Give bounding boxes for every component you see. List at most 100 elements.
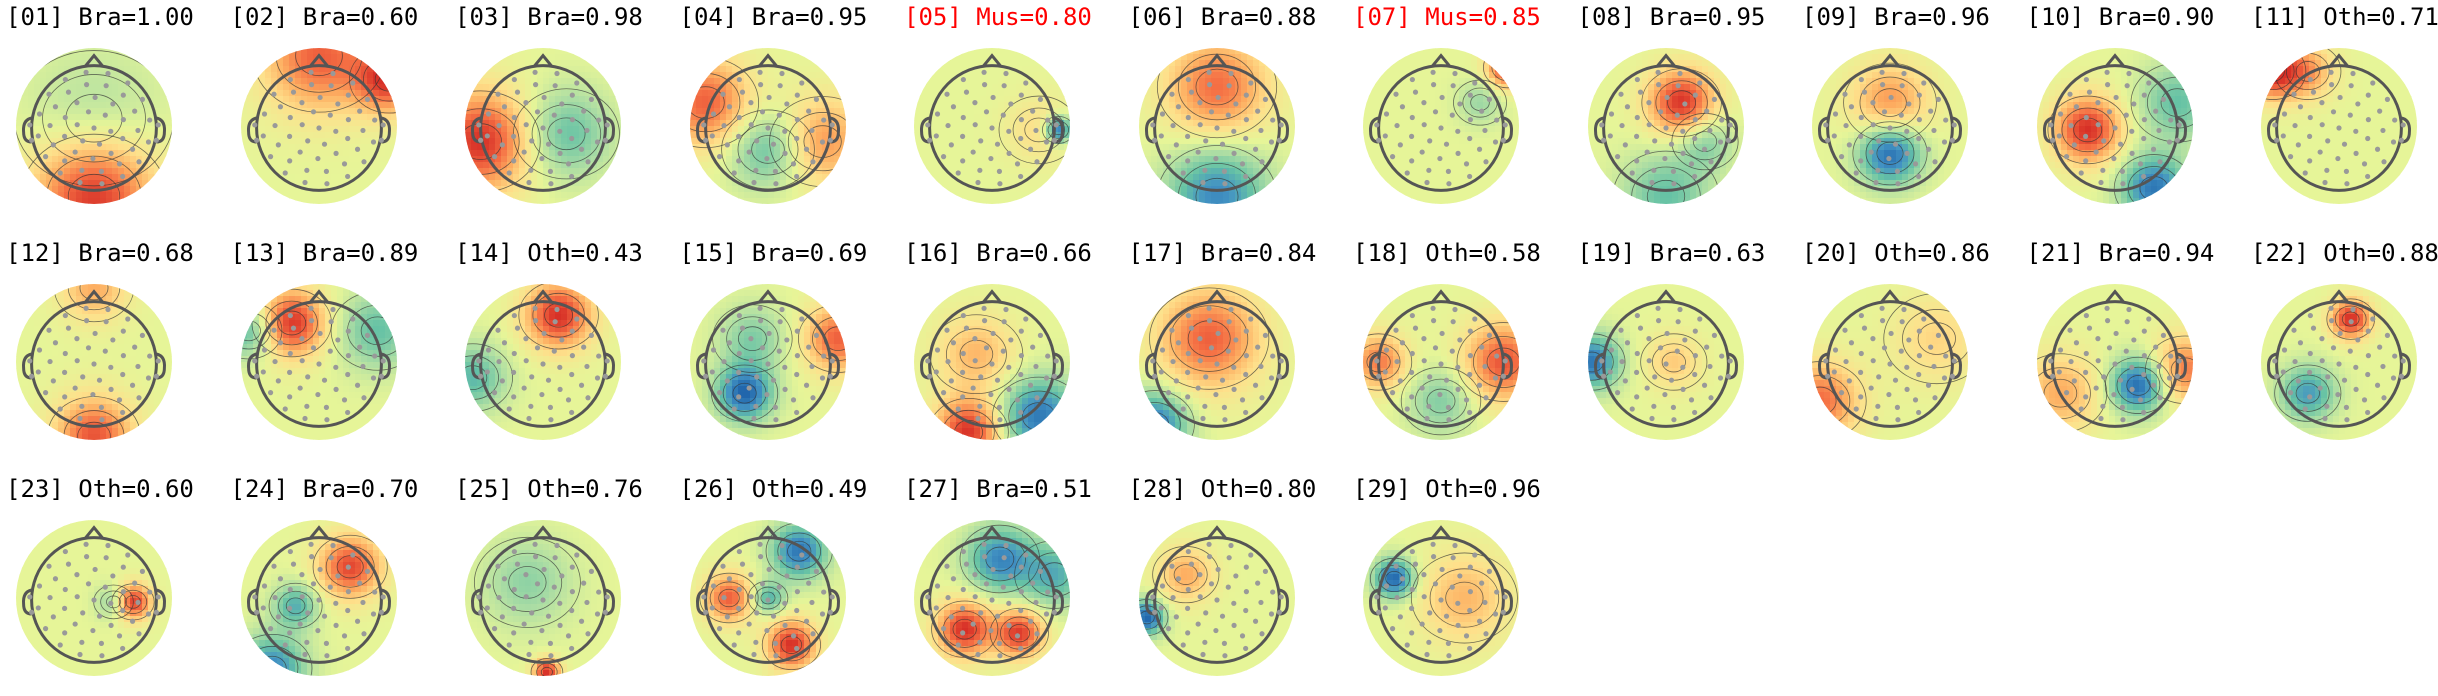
sensor-dot xyxy=(773,653,778,658)
sensor-dot xyxy=(2308,313,2313,318)
sensor-dot xyxy=(2093,385,2098,390)
component-title: [12] Bra=0.68 xyxy=(6,238,194,268)
component-index: 10 xyxy=(2041,3,2070,31)
sensor-dot xyxy=(1252,383,1257,388)
sensor-dot xyxy=(1680,365,1685,370)
sensor-dot xyxy=(1430,70,1435,75)
sensor-dot xyxy=(1649,180,1654,185)
sensor-dot xyxy=(1033,600,1038,605)
sensor-dot xyxy=(1044,375,1049,380)
sensor-dot xyxy=(1943,353,1948,358)
sensor-dot xyxy=(1614,154,1619,159)
sensor-dot xyxy=(135,364,140,369)
sensor-dot xyxy=(99,641,104,646)
sensor-dot xyxy=(58,170,63,175)
sensor-dot xyxy=(1213,392,1218,397)
sensor-dot xyxy=(2328,70,2333,75)
sensor-dot xyxy=(533,554,538,559)
sensor-dot xyxy=(1936,333,1941,338)
sensor-dot xyxy=(528,640,533,645)
sensor-dot xyxy=(360,600,365,605)
sensor-dot xyxy=(2119,169,2124,174)
sensor-dot xyxy=(63,77,68,82)
sensor-dot xyxy=(522,149,527,154)
component-score: 0.68 xyxy=(136,239,194,267)
sensor-dot xyxy=(275,378,280,383)
sensor-dot xyxy=(1483,159,1488,164)
sensor-dot xyxy=(1231,623,1236,628)
component-index: 16 xyxy=(918,239,947,267)
sensor-dot xyxy=(330,71,335,76)
sensor-dot xyxy=(739,90,744,95)
sensor-dot xyxy=(1410,313,1415,318)
sensor-dot xyxy=(772,169,777,174)
component-index: 08 xyxy=(1592,3,1621,31)
sensor-dot xyxy=(584,128,589,133)
sensor-dot xyxy=(90,156,95,161)
sensor-dot xyxy=(1692,410,1697,415)
sensor-dot xyxy=(2392,353,2397,358)
sensor-dot xyxy=(1622,378,1627,383)
sensor-dot xyxy=(502,104,507,109)
sensor-dot xyxy=(764,628,769,633)
sensor-dot xyxy=(146,139,151,144)
sensor-dot xyxy=(486,347,491,352)
sensor-dot xyxy=(345,329,350,334)
sensor-dot xyxy=(927,138,932,143)
sensor-dot xyxy=(753,640,758,645)
sensor-dot xyxy=(951,576,956,581)
sensor-dot xyxy=(1225,113,1230,118)
sensor-dot xyxy=(1646,122,1651,127)
sensor-dot xyxy=(997,641,1002,646)
component-label: Oth xyxy=(527,475,570,503)
sensor-dot xyxy=(529,610,534,615)
sensor-dot xyxy=(1030,345,1035,350)
sensor-dot xyxy=(964,326,969,331)
sensor-dot xyxy=(154,138,159,143)
component-score: 0.71 xyxy=(2381,3,2438,31)
sensor-dot xyxy=(2307,158,2312,163)
sensor-dot xyxy=(956,642,961,647)
sensor-dot xyxy=(1231,387,1236,392)
sensor-dot xyxy=(773,417,778,422)
sensor-dot xyxy=(512,115,517,120)
sensor-dot xyxy=(570,329,575,334)
sensor-dot xyxy=(1052,374,1057,379)
sensor-dot xyxy=(1195,149,1200,154)
sensor-dot xyxy=(764,156,769,161)
component-title: [21] Bra=0.94 xyxy=(2027,238,2215,268)
sensor-dot xyxy=(2328,306,2333,311)
sensor-dot xyxy=(1833,111,1838,116)
component-panel: [06] Bra=0.88 xyxy=(1129,2,1349,224)
sensor-dot xyxy=(1383,369,1388,374)
sensor-dot xyxy=(949,378,954,383)
sensor-dot xyxy=(766,95,771,100)
sensor-dot xyxy=(290,90,295,95)
sensor-dot xyxy=(1467,174,1472,179)
sensor-dot xyxy=(1008,337,1013,342)
sensor-dot xyxy=(1438,361,1443,366)
sensor-dot xyxy=(321,142,326,147)
sensor-dot xyxy=(1482,364,1487,369)
sensor-dot xyxy=(2153,109,2158,114)
sensor-dot xyxy=(1268,375,1273,380)
sensor-dot xyxy=(2337,331,2342,336)
sensor-dot xyxy=(526,180,531,185)
sensor-dot xyxy=(2056,133,2061,138)
sensor-dot xyxy=(2344,417,2349,422)
sensor-dot xyxy=(736,351,741,356)
component-index: 15 xyxy=(694,239,723,267)
sensor-dot xyxy=(757,306,762,311)
component-index: 03 xyxy=(469,3,498,31)
sensor-dot xyxy=(710,583,715,588)
sensor-dot xyxy=(935,111,940,116)
sensor-dot xyxy=(1825,374,1830,379)
component-panel: [11] Oth=0.71 xyxy=(2251,2,2438,224)
sensor-dot xyxy=(1384,583,1389,588)
sensor-dot xyxy=(1707,128,1712,133)
sensor-dot xyxy=(1034,159,1039,164)
sensor-dot xyxy=(2048,122,2053,127)
sensor-dot xyxy=(350,552,355,557)
sensor-dot xyxy=(997,417,1002,422)
sensor-dot xyxy=(759,581,764,586)
